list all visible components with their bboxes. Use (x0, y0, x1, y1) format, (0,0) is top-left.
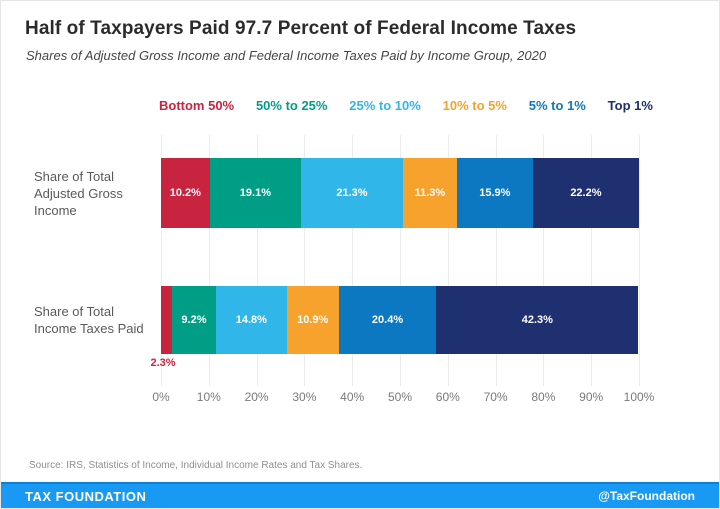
gridline-10% (208, 135, 210, 386)
legend-item-50-to-25-: 50% to 25% (255, 98, 328, 113)
x-tick-10%: 10% (196, 390, 221, 404)
legend-item-top-1-: Top 1% (607, 98, 653, 113)
x-tick-0%: 0% (152, 390, 170, 404)
gridline-0% (161, 135, 162, 386)
gridline-30% (304, 135, 306, 386)
chart-subtitle: Shares of Adjusted Gross Income and Fede… (26, 48, 547, 63)
segment-50-to-25-: 19.1% (209, 158, 302, 228)
gridline-20% (256, 135, 258, 386)
gridline-60% (447, 135, 449, 386)
plot-area (161, 135, 640, 386)
gridline-50% (400, 135, 401, 386)
segment-value-label: 9.2% (181, 314, 207, 326)
source-note: Source: IRS, Statistics of Income, Indiv… (29, 460, 363, 471)
gridline-100% (639, 135, 640, 386)
outside-segment-label: 2.3% (150, 357, 176, 369)
segment-bottom-50- (161, 286, 172, 354)
gridline-90% (591, 135, 593, 386)
x-tick-80%: 80% (531, 390, 556, 404)
segment-bottom-50-: 10.2% (161, 158, 210, 228)
segment-value-label: 14.8% (235, 314, 267, 326)
legend: Bottom 50% 50% to 25% 25% to 10% 10% to 5% 5… (159, 98, 653, 113)
row-label-income-taxes-paid: Share of Total Income Taxes Paid (34, 304, 144, 336)
footer-twitter-handle: @TaxFoundation (598, 489, 695, 503)
segment-value-label: 22.2% (570, 187, 602, 199)
segment-value-label: 19.1% (239, 187, 271, 199)
segment-value-label: 21.3% (336, 187, 368, 199)
segment-value-label: 10.9% (297, 314, 329, 326)
x-tick-70%: 70% (483, 390, 508, 404)
row-label-adjusted-gross-income: Share of Total Adjusted Gross Income (34, 168, 123, 218)
segment-50-to-25-: 9.2% (171, 286, 216, 354)
segment-5-to-1-: 20.4% (338, 286, 437, 354)
x-tick-60%: 60% (435, 390, 460, 404)
segment-25-to-10-: 21.3% (301, 158, 403, 228)
gridline-40% (352, 135, 354, 386)
segment-25-to-10-: 14.8% (215, 286, 287, 354)
x-axis: 0% 10% 20% 30% 40% 50% 60% 70% 80% 90% 100% (152, 390, 654, 406)
x-tick-50%: 50% (387, 390, 413, 404)
chart-title: Half of Taxpayers Paid 97.7 Percent of F… (25, 18, 577, 39)
x-tick-30%: 30% (292, 390, 317, 404)
footer-brand: TAX FOUNDATION (25, 488, 147, 504)
x-tick-90%: 90% (579, 390, 604, 404)
x-tick-20%: 20% (244, 390, 269, 404)
legend-item-25-to-10-: 25% to 10% (349, 98, 421, 113)
segment-value-label: 20.4% (371, 314, 404, 326)
bar-income-taxes-paid: 9.2% 14.8% 10.9% 20.4% 42.3% (161, 286, 639, 354)
segment-value-label: 42.3% (521, 314, 553, 326)
segment-value-label: 10.2% (169, 187, 201, 199)
x-tick-100%: 100% (623, 390, 655, 404)
x-tick-40%: 40% (340, 390, 365, 404)
gridline-80% (543, 135, 545, 386)
footer-bar: TAX FOUNDATION @TaxFoundation (1, 482, 719, 508)
segment-value-label: 11.3% (414, 187, 446, 199)
segment-value-label: 15.9% (479, 187, 511, 199)
segment-top-1-: 42.3% (436, 286, 639, 354)
segment-5-to-1-: 15.9% (456, 158, 533, 228)
legend-item-5-to-1-: 5% to 1% (528, 98, 586, 113)
bar-adjusted-gross-income: 10.2% 19.1% 21.3% 11.3% 15.9% 22.2% (161, 158, 639, 228)
segment-10-to-5-: 11.3% (402, 158, 457, 228)
legend-item-10-to-5-: 10% to 5% (442, 98, 507, 113)
gridline-70% (495, 135, 497, 386)
segment-top-1-: 22.2% (532, 158, 639, 228)
legend-item-bottom-50-: Bottom 50% (159, 98, 235, 113)
segment-10-to-5-: 10.9% (286, 286, 339, 354)
